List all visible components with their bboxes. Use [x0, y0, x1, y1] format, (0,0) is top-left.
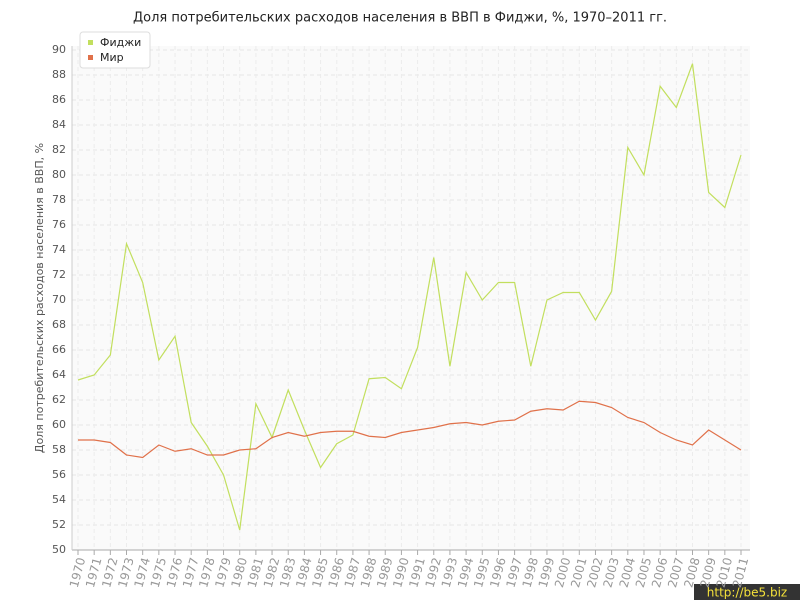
watermark: http://be5.biz	[707, 586, 787, 600]
y-tick-label: 82	[52, 143, 66, 156]
y-tick-label: 50	[52, 543, 66, 556]
y-tick-label: 86	[52, 93, 66, 106]
y-tick-label: 60	[52, 418, 66, 431]
y-tick-label: 62	[52, 393, 66, 406]
y-tick-label: 74	[52, 243, 66, 256]
chart-title: Доля потребительских расходов населения …	[133, 11, 667, 26]
plot-area	[72, 46, 750, 550]
y-tick-label: 64	[52, 368, 66, 381]
y-tick-label: 88	[52, 68, 66, 81]
y-axis-label: Доля потребительских расходов населения …	[33, 143, 46, 453]
y-tick-label: 58	[52, 443, 66, 456]
series-line	[77, 63, 742, 531]
series-line	[78, 400, 742, 459]
y-tick-label: 76	[52, 218, 66, 231]
y-tick-label: 90	[52, 43, 66, 56]
lines	[77, 63, 742, 531]
y-tick-label: 72	[52, 268, 66, 281]
grid	[72, 46, 750, 555]
y-tick-label: 52	[52, 518, 66, 531]
y-tick-label: 68	[52, 318, 66, 331]
y-tick-label: 80	[52, 168, 66, 181]
watermark-box	[694, 584, 800, 600]
legend-box	[79, 31, 151, 69]
y-tick-label: 78	[52, 193, 66, 206]
legend-label: Фиджи	[100, 36, 141, 49]
legend-swatch	[88, 40, 93, 45]
legend-swatch	[88, 55, 93, 60]
legend-label: Мир	[100, 51, 124, 64]
y-tick-label: 66	[52, 343, 66, 356]
y-tick-label: 56	[52, 468, 66, 481]
y-tick-label: 84	[52, 118, 66, 131]
legend: Фиджи Мир	[79, 31, 151, 69]
y-tick-label: 70	[52, 293, 66, 306]
y-tick-label: 54	[52, 493, 66, 506]
